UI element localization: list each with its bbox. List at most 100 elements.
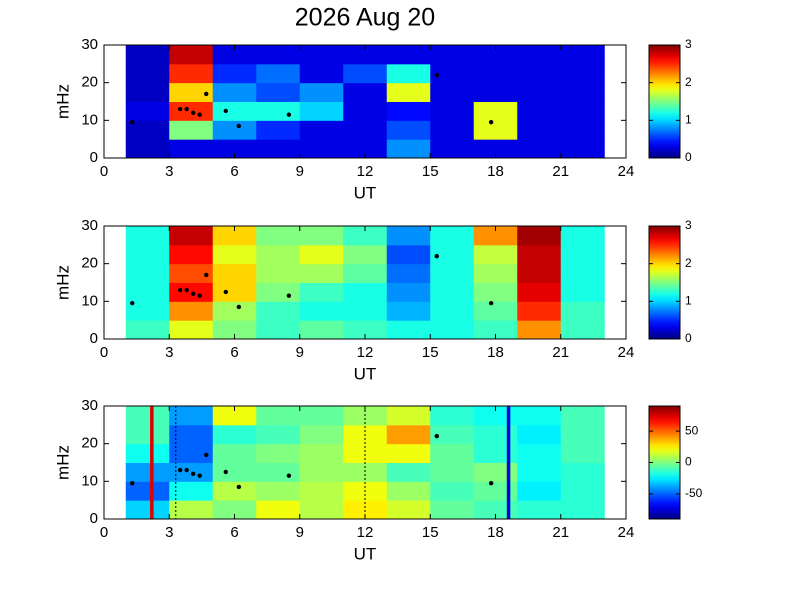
x-tick-label: 24	[618, 163, 635, 180]
heatmap-cell	[560, 101, 605, 121]
heatmap-cell	[212, 443, 257, 463]
heatmap-cell	[125, 282, 170, 302]
x-tick-label: 9	[296, 524, 304, 541]
heatmap-cell	[343, 226, 388, 246]
heatmap-cell	[517, 226, 562, 246]
heatmap-cell	[299, 244, 344, 265]
heatmap-cell	[169, 443, 214, 463]
heatmap-cell	[560, 282, 605, 302]
heatmap-cell	[299, 424, 344, 445]
x-tick-label: 9	[296, 344, 304, 361]
heatmap-cell	[299, 462, 344, 482]
heatmap-cell	[430, 45, 475, 65]
x-tick-label: 15	[422, 524, 439, 541]
heatmap-cell	[560, 500, 605, 520]
heatmap-cell	[125, 139, 170, 159]
heatmap-cell	[430, 82, 475, 102]
heatmap-cell	[256, 406, 301, 426]
colorbar-tick-label: 0	[685, 455, 692, 469]
heatmap-cell	[125, 462, 170, 482]
heatmap-cell	[212, 301, 257, 321]
heatmap-cell	[386, 63, 431, 84]
panel: 0 3 6 9 12 15 18 21 24 0 10 20 30 UT mHz	[53, 397, 634, 564]
heatmap-cell	[212, 282, 257, 302]
heatmap-cell	[299, 226, 344, 246]
heatmap-cell	[430, 63, 475, 84]
colorbar-tick-label: 3	[685, 37, 692, 51]
heatmap-cell	[343, 101, 388, 121]
colorbar-tick-label: 1	[685, 294, 692, 308]
heatmap-cell	[560, 63, 605, 84]
heatmap-cell	[517, 481, 562, 501]
heatmap-cell	[212, 120, 257, 140]
colorbar-tick-label: 3	[685, 218, 692, 232]
heatmap-cell	[212, 63, 257, 84]
marker	[190, 471, 196, 476]
marker	[204, 91, 209, 97]
heatmap-cell	[560, 424, 605, 445]
heatmap-cell	[125, 320, 170, 340]
heatmap-cell	[473, 320, 518, 340]
marker	[223, 469, 228, 475]
heatmap-cell	[430, 120, 475, 140]
heatmap-cell	[125, 45, 170, 65]
heatmap-cell	[299, 139, 344, 159]
marker	[236, 484, 242, 490]
heatmap-cell	[473, 443, 518, 463]
heatmap-cell	[343, 45, 388, 65]
heatmap-cell	[343, 320, 388, 340]
x-tick-label: 15	[422, 163, 439, 180]
heatmap-cell	[517, 424, 562, 445]
heatmap-cell	[386, 301, 431, 321]
x-tick-label: 18	[487, 163, 504, 180]
heatmap-cell	[473, 120, 518, 140]
x-tick-label: 21	[552, 344, 569, 361]
x-tick-label: 24	[618, 344, 635, 361]
colorbar-fill	[648, 405, 681, 520]
heatmap-cell	[256, 45, 301, 65]
heatmap-cell	[212, 101, 257, 121]
heatmap-cell	[169, 101, 214, 121]
marker	[488, 481, 494, 486]
heatmap-cell	[560, 443, 605, 463]
marker	[197, 293, 202, 298]
marker	[130, 301, 135, 306]
heatmap-cell	[256, 443, 301, 463]
heatmap-cell	[125, 226, 170, 246]
heatmap-cell	[169, 244, 214, 265]
heatmap-cell	[256, 63, 301, 84]
heatmap-cell	[517, 500, 562, 520]
colorbar-fill	[648, 225, 681, 340]
heatmap-cell	[256, 301, 301, 321]
heatmap-cell	[473, 481, 518, 501]
heatmap-cell	[517, 244, 562, 265]
heatmap-cell	[256, 82, 301, 102]
heatmap-cell	[169, 481, 214, 501]
heatmap-cell	[560, 45, 605, 65]
heatmap-cell	[430, 443, 475, 463]
y-tick-label: 0	[90, 330, 98, 347]
heatmap-cell	[256, 481, 301, 501]
heatmap-cell	[430, 462, 475, 482]
heatmap-cell	[386, 443, 431, 463]
heatmap-cell	[169, 282, 214, 302]
colorbar-tick-label: -50	[685, 486, 703, 500]
heatmap-cell	[560, 406, 605, 426]
heatmap-cell	[169, 500, 214, 520]
heatmap-cell	[386, 462, 431, 482]
marker	[434, 433, 439, 439]
heatmap-cell	[430, 500, 475, 520]
marker	[286, 112, 292, 117]
panel: 0 3 6 9 12 15 18 21 24 0 10 20 30 UT mHz	[53, 217, 634, 384]
heatmap-cell	[169, 263, 214, 283]
heatmap-cell	[343, 500, 388, 520]
heatmap-cell	[299, 120, 344, 140]
y-tick-label: 30	[81, 217, 98, 234]
heatmap-cell	[169, 406, 214, 426]
heatmap-cell	[169, 320, 214, 340]
x-axis-label: UT	[354, 544, 377, 563]
x-tick-label: 12	[357, 163, 374, 180]
heatmap-cell	[560, 226, 605, 246]
heatmap-cell	[473, 282, 518, 302]
